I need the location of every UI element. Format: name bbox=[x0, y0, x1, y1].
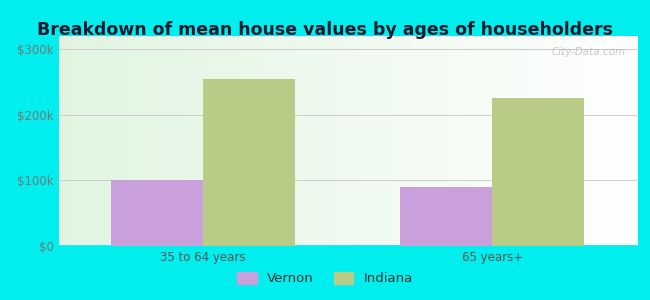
Bar bbox=[111, 180, 203, 246]
Bar bbox=[400, 187, 493, 246]
Bar bbox=[203, 79, 295, 246]
Bar bbox=[493, 98, 584, 246]
Text: Breakdown of mean house values by ages of householders: Breakdown of mean house values by ages o… bbox=[37, 21, 613, 39]
Text: City-Data.com: City-Data.com bbox=[551, 46, 625, 56]
Legend: Vernon, Indiana: Vernon, Indiana bbox=[231, 266, 419, 290]
